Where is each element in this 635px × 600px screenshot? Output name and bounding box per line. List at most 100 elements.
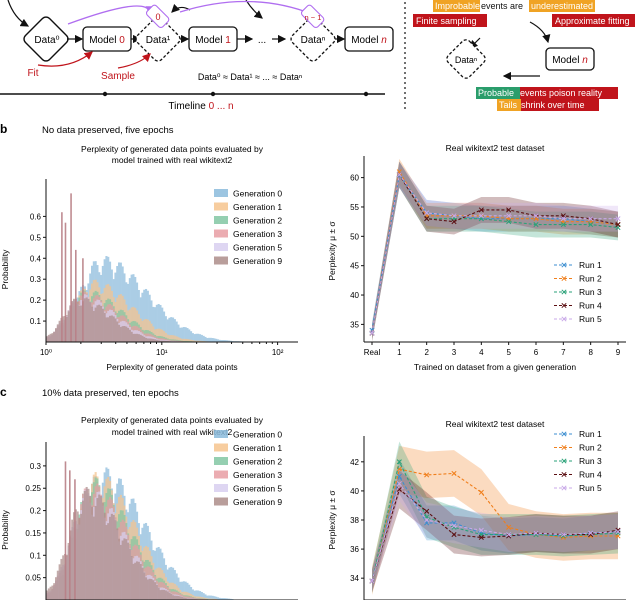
cycle-datan-label: Dataⁿ: [455, 55, 477, 65]
data-point: [369, 578, 375, 584]
legend-swatch: [214, 430, 228, 438]
y-tick-label: 38: [350, 516, 359, 525]
hist-bar: [191, 333, 194, 342]
data-point: [451, 531, 457, 538]
legend-label: Run 5: [579, 314, 602, 324]
hist-bar: [206, 337, 209, 342]
hist-bar: [191, 340, 194, 342]
hist-bar: [163, 311, 166, 342]
hist-bar: [55, 577, 58, 600]
x-tick-label: 2: [424, 348, 429, 357]
y-tick-label: 0.6: [30, 212, 42, 221]
chart-title: model trained with real wikitext2: [112, 155, 233, 165]
hist-spike: [82, 258, 84, 342]
hist-bar: [190, 586, 193, 600]
model1-label: Model 1: [195, 35, 231, 46]
hist-bar: [175, 336, 178, 342]
data-point: [588, 216, 594, 222]
hist-bar: [121, 540, 124, 600]
hist-bar: [157, 340, 160, 342]
hist-bar: [195, 333, 198, 342]
hist-bar: [173, 335, 176, 342]
x-tick-label: 3: [452, 348, 457, 357]
hist-bar: [208, 595, 211, 600]
hist-bar: [182, 581, 185, 600]
hist-bar: [152, 338, 155, 342]
hist-bar: [112, 316, 115, 342]
hist-bar: [53, 583, 56, 600]
hist-bar: [186, 328, 189, 342]
hist-bar: [195, 590, 198, 600]
data-point: [396, 459, 402, 465]
legend-label: Generation 0: [233, 430, 282, 440]
hist-bar: [49, 333, 52, 342]
hist-bar: [137, 561, 140, 600]
chart-c-line: Real wikitext2 test dataset 34 36 38 40 42 Per…: [327, 419, 626, 600]
hist-bar: [143, 289, 146, 342]
legend-swatch: [214, 497, 228, 506]
legend-label: Generation 2: [233, 216, 282, 226]
hist-spike: [64, 222, 67, 342]
hist-bar: [114, 520, 117, 600]
shrink-text: shrink over time: [521, 100, 585, 110]
hist-bar: [125, 539, 128, 600]
hist-bar: [152, 580, 155, 600]
hist-bar: [109, 315, 112, 342]
hist-bar: [204, 336, 207, 342]
y-axis-label: Perplexity μ ± σ: [327, 221, 337, 281]
hist-bar: [166, 319, 169, 342]
hist-bar: [186, 598, 189, 600]
data-point: [615, 222, 621, 228]
hist-bar: [116, 321, 119, 342]
hist-bar: [85, 486, 88, 600]
cycle-modeln-label: Model n: [552, 55, 588, 66]
legend-marker: [561, 471, 567, 478]
hist-bar: [119, 326, 122, 342]
hist-spike: [64, 461, 67, 600]
x-axis-label: Perplexity of generated data points: [106, 362, 237, 372]
events-are-text: events are: [481, 1, 523, 11]
hist-bar: [98, 494, 101, 600]
legend-label: Generation 9: [233, 256, 282, 266]
hist-bar: [173, 319, 176, 342]
hist-bar: [141, 292, 144, 342]
legend-label: Run 4: [579, 301, 602, 311]
hist-bar: [155, 584, 158, 600]
data-point: [560, 216, 566, 222]
legend-label: Generation 9: [233, 497, 282, 507]
hist-bar: [157, 328, 160, 342]
hist-bar: [146, 338, 149, 342]
hist-bar: [181, 338, 184, 342]
x-tick-label: 8: [588, 348, 593, 357]
hist-bar: [190, 339, 193, 342]
hist-bar: [186, 582, 189, 600]
band-run-2: [372, 158, 618, 341]
x-tick-label: 5: [506, 348, 511, 357]
hist-bar: [47, 334, 50, 342]
hist-bar: [94, 505, 97, 600]
hist-bar: [220, 340, 223, 342]
hist-bar: [145, 337, 148, 342]
equation-text: Data⁰ ≈ Data¹ ≈ ... ≈ Dataⁿ: [198, 72, 302, 82]
y-axis-label: Probability: [0, 249, 10, 289]
hist-bar: [175, 321, 178, 342]
hist-bar: [197, 598, 200, 600]
hist-bar: [217, 597, 220, 600]
ellipsis: ...: [258, 35, 266, 46]
datan-tag: n − 1: [305, 13, 322, 22]
hist-bar: [143, 572, 146, 600]
hist-bar: [91, 506, 94, 600]
hist-bar: [80, 513, 83, 600]
legend-swatch: [214, 484, 228, 492]
hist-bar: [172, 595, 175, 600]
legend-marker: [561, 302, 567, 309]
legend-label: Run 1: [579, 260, 602, 270]
hist-bar: [92, 516, 95, 600]
hist-bar: [170, 317, 173, 342]
data-point: [533, 213, 539, 219]
hist-bar: [150, 579, 153, 600]
hist-bar: [164, 340, 167, 342]
x-tick-label: 1: [397, 348, 402, 357]
y-tick-label: 45: [350, 262, 359, 271]
hist-bar: [73, 512, 76, 600]
